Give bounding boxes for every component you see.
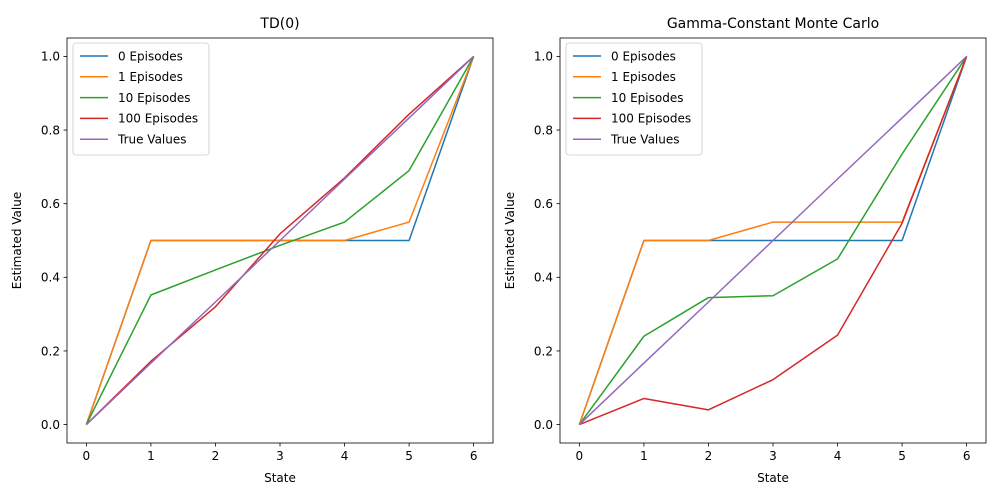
y-axis-label: Estimated Value (10, 192, 24, 289)
chart-title: Gamma-Constant Monte Carlo (667, 16, 879, 32)
legend-box (72, 42, 210, 156)
x-tick-label: 3 (276, 449, 284, 463)
y-tick-label: 0.8 (534, 123, 553, 137)
chart-title: TD(0) (259, 16, 299, 32)
legend-label: 0 Episodes (118, 49, 183, 63)
x-tick-label: 5 (405, 449, 413, 463)
y-tick-label: 0.6 (41, 197, 60, 211)
series-line-true-values (578, 55, 968, 426)
x-tick-label: 3 (769, 449, 777, 463)
legend-label: True Values (117, 133, 187, 147)
legend-label: 0 Episodes (611, 49, 676, 63)
x-tick-label: 4 (341, 449, 349, 463)
legend-label: 10 Episodes (118, 91, 190, 105)
series-line-10-episodes (578, 55, 968, 426)
chart-panel-1: Gamma-Constant Monte Carlo 0 1 2 3 4 5 6 0.0 0.2 0… (503, 16, 987, 485)
y-tick-label: 0.6 (534, 197, 553, 211)
y-tick-label: 0.8 (41, 123, 60, 137)
x-tick-label: 0 (576, 449, 584, 463)
x-tick-label: 0 (83, 449, 91, 463)
y-tick-label: 0.4 (41, 271, 60, 285)
x-axis-label: State (264, 471, 296, 485)
chart-panel-0: TD(0) 0 1 2 3 4 5 6 0.0 0.2 0.4 0.6 0.8 1.0 State Estim… (10, 16, 494, 485)
legend: 0 Episodes 1 Episodes 10 Episodes 100 Episo… (565, 42, 703, 156)
y-tick-label: 0.0 (534, 418, 553, 432)
legend-label: True Values (610, 133, 680, 147)
legend-label: 1 Episodes (611, 70, 676, 84)
y-tick-label: 1.0 (534, 50, 553, 64)
x-tick-label: 6 (963, 449, 971, 463)
x-tick-label: 4 (834, 449, 842, 463)
y-tick-label: 0.2 (41, 344, 60, 358)
x-tick-label: 2 (212, 449, 220, 463)
x-tick-label: 1 (640, 449, 648, 463)
legend-label: 100 Episodes (611, 112, 691, 126)
legend-box (565, 42, 703, 156)
series-line-100-episodes (579, 56, 968, 426)
x-tick-label: 6 (470, 449, 478, 463)
series-line-true-values (85, 55, 475, 426)
series-line-10-episodes (85, 56, 475, 425)
legend-label: 100 Episodes (118, 112, 198, 126)
y-tick-label: 0.0 (41, 418, 60, 432)
x-tick-label: 5 (898, 449, 906, 463)
legend-label: 1 Episodes (118, 70, 183, 84)
legend: 0 Episodes 1 Episodes 10 Episodes 100 Episo… (72, 42, 210, 156)
series-line-100-episodes (85, 55, 475, 426)
y-tick-label: 0.4 (534, 271, 553, 285)
x-tick-label: 1 (147, 449, 155, 463)
x-tick-label: 2 (705, 449, 713, 463)
y-tick-label: 0.2 (534, 344, 553, 358)
y-axis-label: Estimated Value (503, 192, 517, 289)
y-tick-label: 1.0 (41, 50, 60, 64)
legend-label: 10 Episodes (611, 91, 683, 105)
x-axis-label: State (757, 471, 789, 485)
